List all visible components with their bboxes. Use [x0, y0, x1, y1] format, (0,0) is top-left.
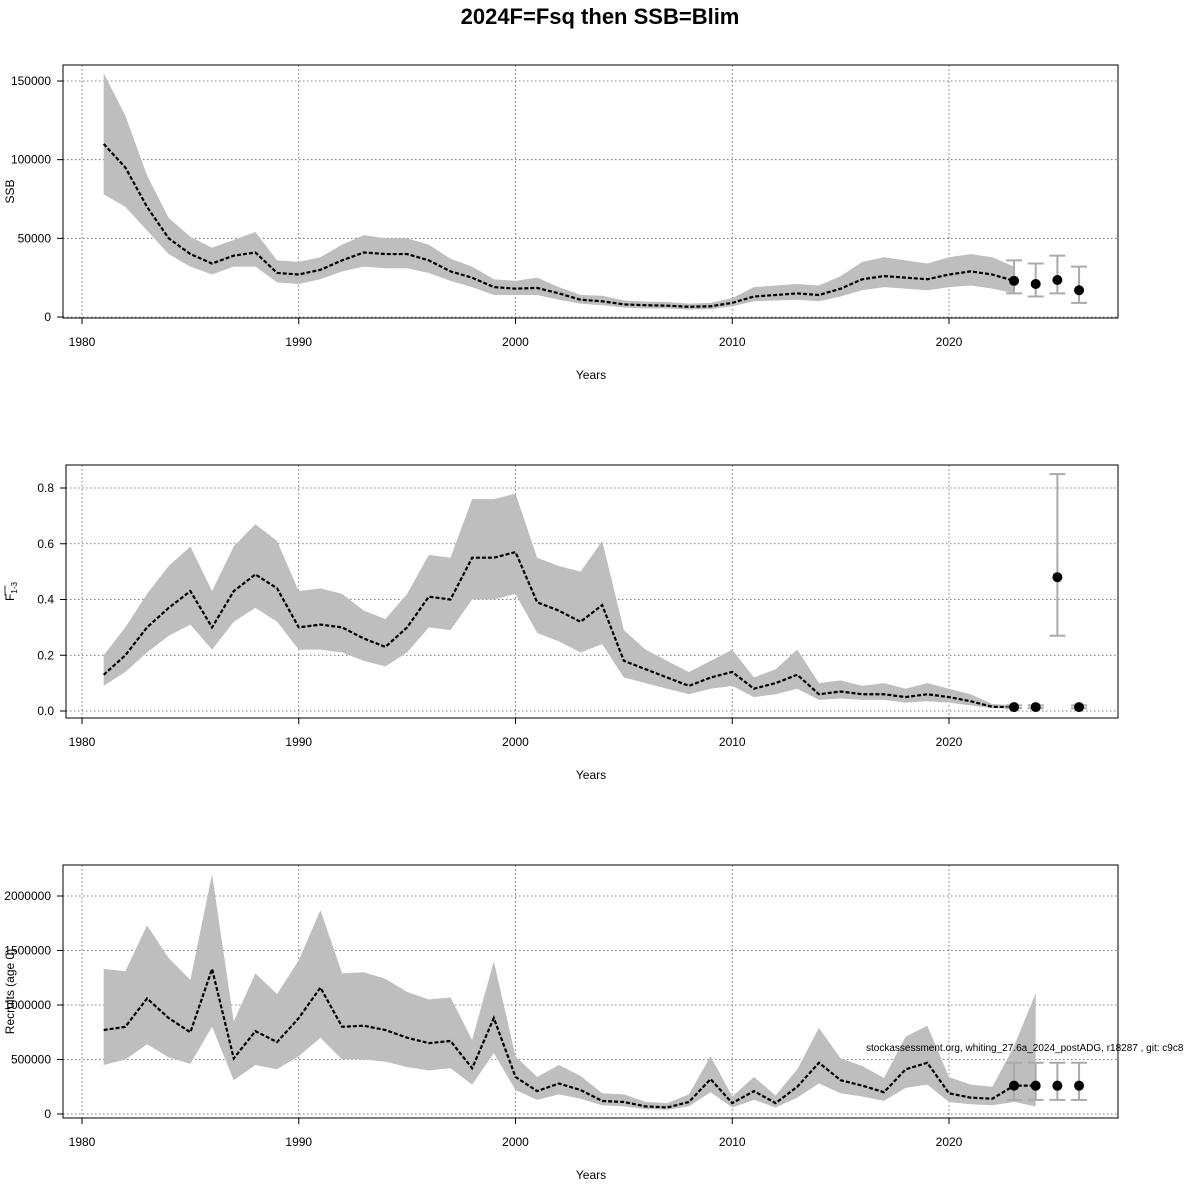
estimate-line — [102, 143, 1015, 308]
panel-recruits: 1980 1990 2000 2010 2020 0 500000 1000000 150000… — [3, 864, 1119, 1182]
x-axis-label: Years — [576, 768, 606, 782]
forecast-point — [1052, 572, 1063, 583]
x-tick-label: 2010 — [719, 335, 746, 349]
y-tick-label: 1500000 — [4, 944, 51, 958]
y-axis-label-subscript: 1-3 — [10, 581, 19, 593]
forecast-point — [1009, 1080, 1020, 1091]
x-tick-label: 1990 — [285, 735, 312, 749]
forecast-point — [1030, 278, 1041, 289]
x-tick-label: 2010 — [719, 1135, 746, 1149]
y-tick-label: 0 — [44, 310, 51, 324]
figure-title: 2024F=Fsq then SSB=Blim — [461, 4, 740, 29]
y-tick-label: 50000 — [18, 231, 52, 245]
plot-frame — [65, 464, 1119, 719]
plot-frame — [62, 864, 1119, 1119]
confidence-band — [103, 874, 1036, 1110]
forecast-point — [1074, 702, 1085, 713]
y-tick-label: 100000 — [11, 153, 51, 167]
y-tick-label: 0.4 — [37, 593, 54, 607]
x-tick-label: 1980 — [69, 735, 96, 749]
panels: 1980 1990 2000 2010 2020 0 50000 100000 150000 Ye… — [3, 64, 1119, 1182]
forecast-point — [1052, 275, 1063, 286]
y-tick-label: 0.0 — [37, 704, 54, 718]
forecast-point — [1074, 285, 1085, 296]
x-tick-label: 2010 — [719, 735, 746, 749]
x-axis-label: Years — [576, 368, 606, 382]
x-tick-label: 2020 — [936, 335, 963, 349]
y-axis-label: Recruits (age 0) — [3, 949, 17, 1034]
forecast-point — [1074, 1080, 1085, 1091]
y-tick-label: 500000 — [11, 1053, 51, 1067]
x-tick-label: 1980 — [69, 1135, 96, 1149]
x-tick-label: 1980 — [69, 335, 96, 349]
y-tick-label: 2000000 — [4, 889, 51, 903]
forecast-point — [1052, 1080, 1063, 1091]
forecast-point — [1030, 1080, 1041, 1091]
confidence-band — [103, 73, 1015, 310]
y-tick-label: 1000000 — [4, 998, 51, 1012]
x-tick-label: 2000 — [502, 735, 529, 749]
x-axis-label: Years — [576, 1168, 606, 1182]
y-tick-label: 0.6 — [37, 537, 54, 551]
x-tick-label: 2020 — [936, 1135, 963, 1149]
footnote: stockassessment.org, whiting_27.6a_2024_… — [866, 1043, 1184, 1054]
estimate-line — [103, 965, 1036, 1109]
forecast-point — [1009, 702, 1020, 713]
confidence-band — [103, 493, 1015, 709]
plot-frame — [62, 64, 1119, 319]
x-tick-label: 2020 — [936, 735, 963, 749]
y-tick-label: 0.2 — [37, 648, 54, 662]
x-tick-label: 1990 — [285, 335, 312, 349]
x-tick-label: 2000 — [502, 335, 529, 349]
y-tick-label: 0 — [44, 1107, 51, 1121]
y-tick-label: 150000 — [11, 74, 51, 88]
panel-ssb: 1980 1990 2000 2010 2020 0 50000 100000 150000 Ye… — [3, 64, 1119, 382]
forecast-point — [1009, 275, 1020, 286]
x-tick-label: 1990 — [285, 1135, 312, 1149]
x-tick-label: 2000 — [502, 1135, 529, 1149]
forecast-point — [1030, 702, 1041, 713]
panel-fbar: 1980 1990 2000 2010 2020 0.0 0.2 0.4 0.6 0.8 Years… — [3, 464, 1119, 782]
y-tick-label: 0.8 — [37, 481, 54, 495]
y-axis-label: SSB — [3, 179, 17, 203]
